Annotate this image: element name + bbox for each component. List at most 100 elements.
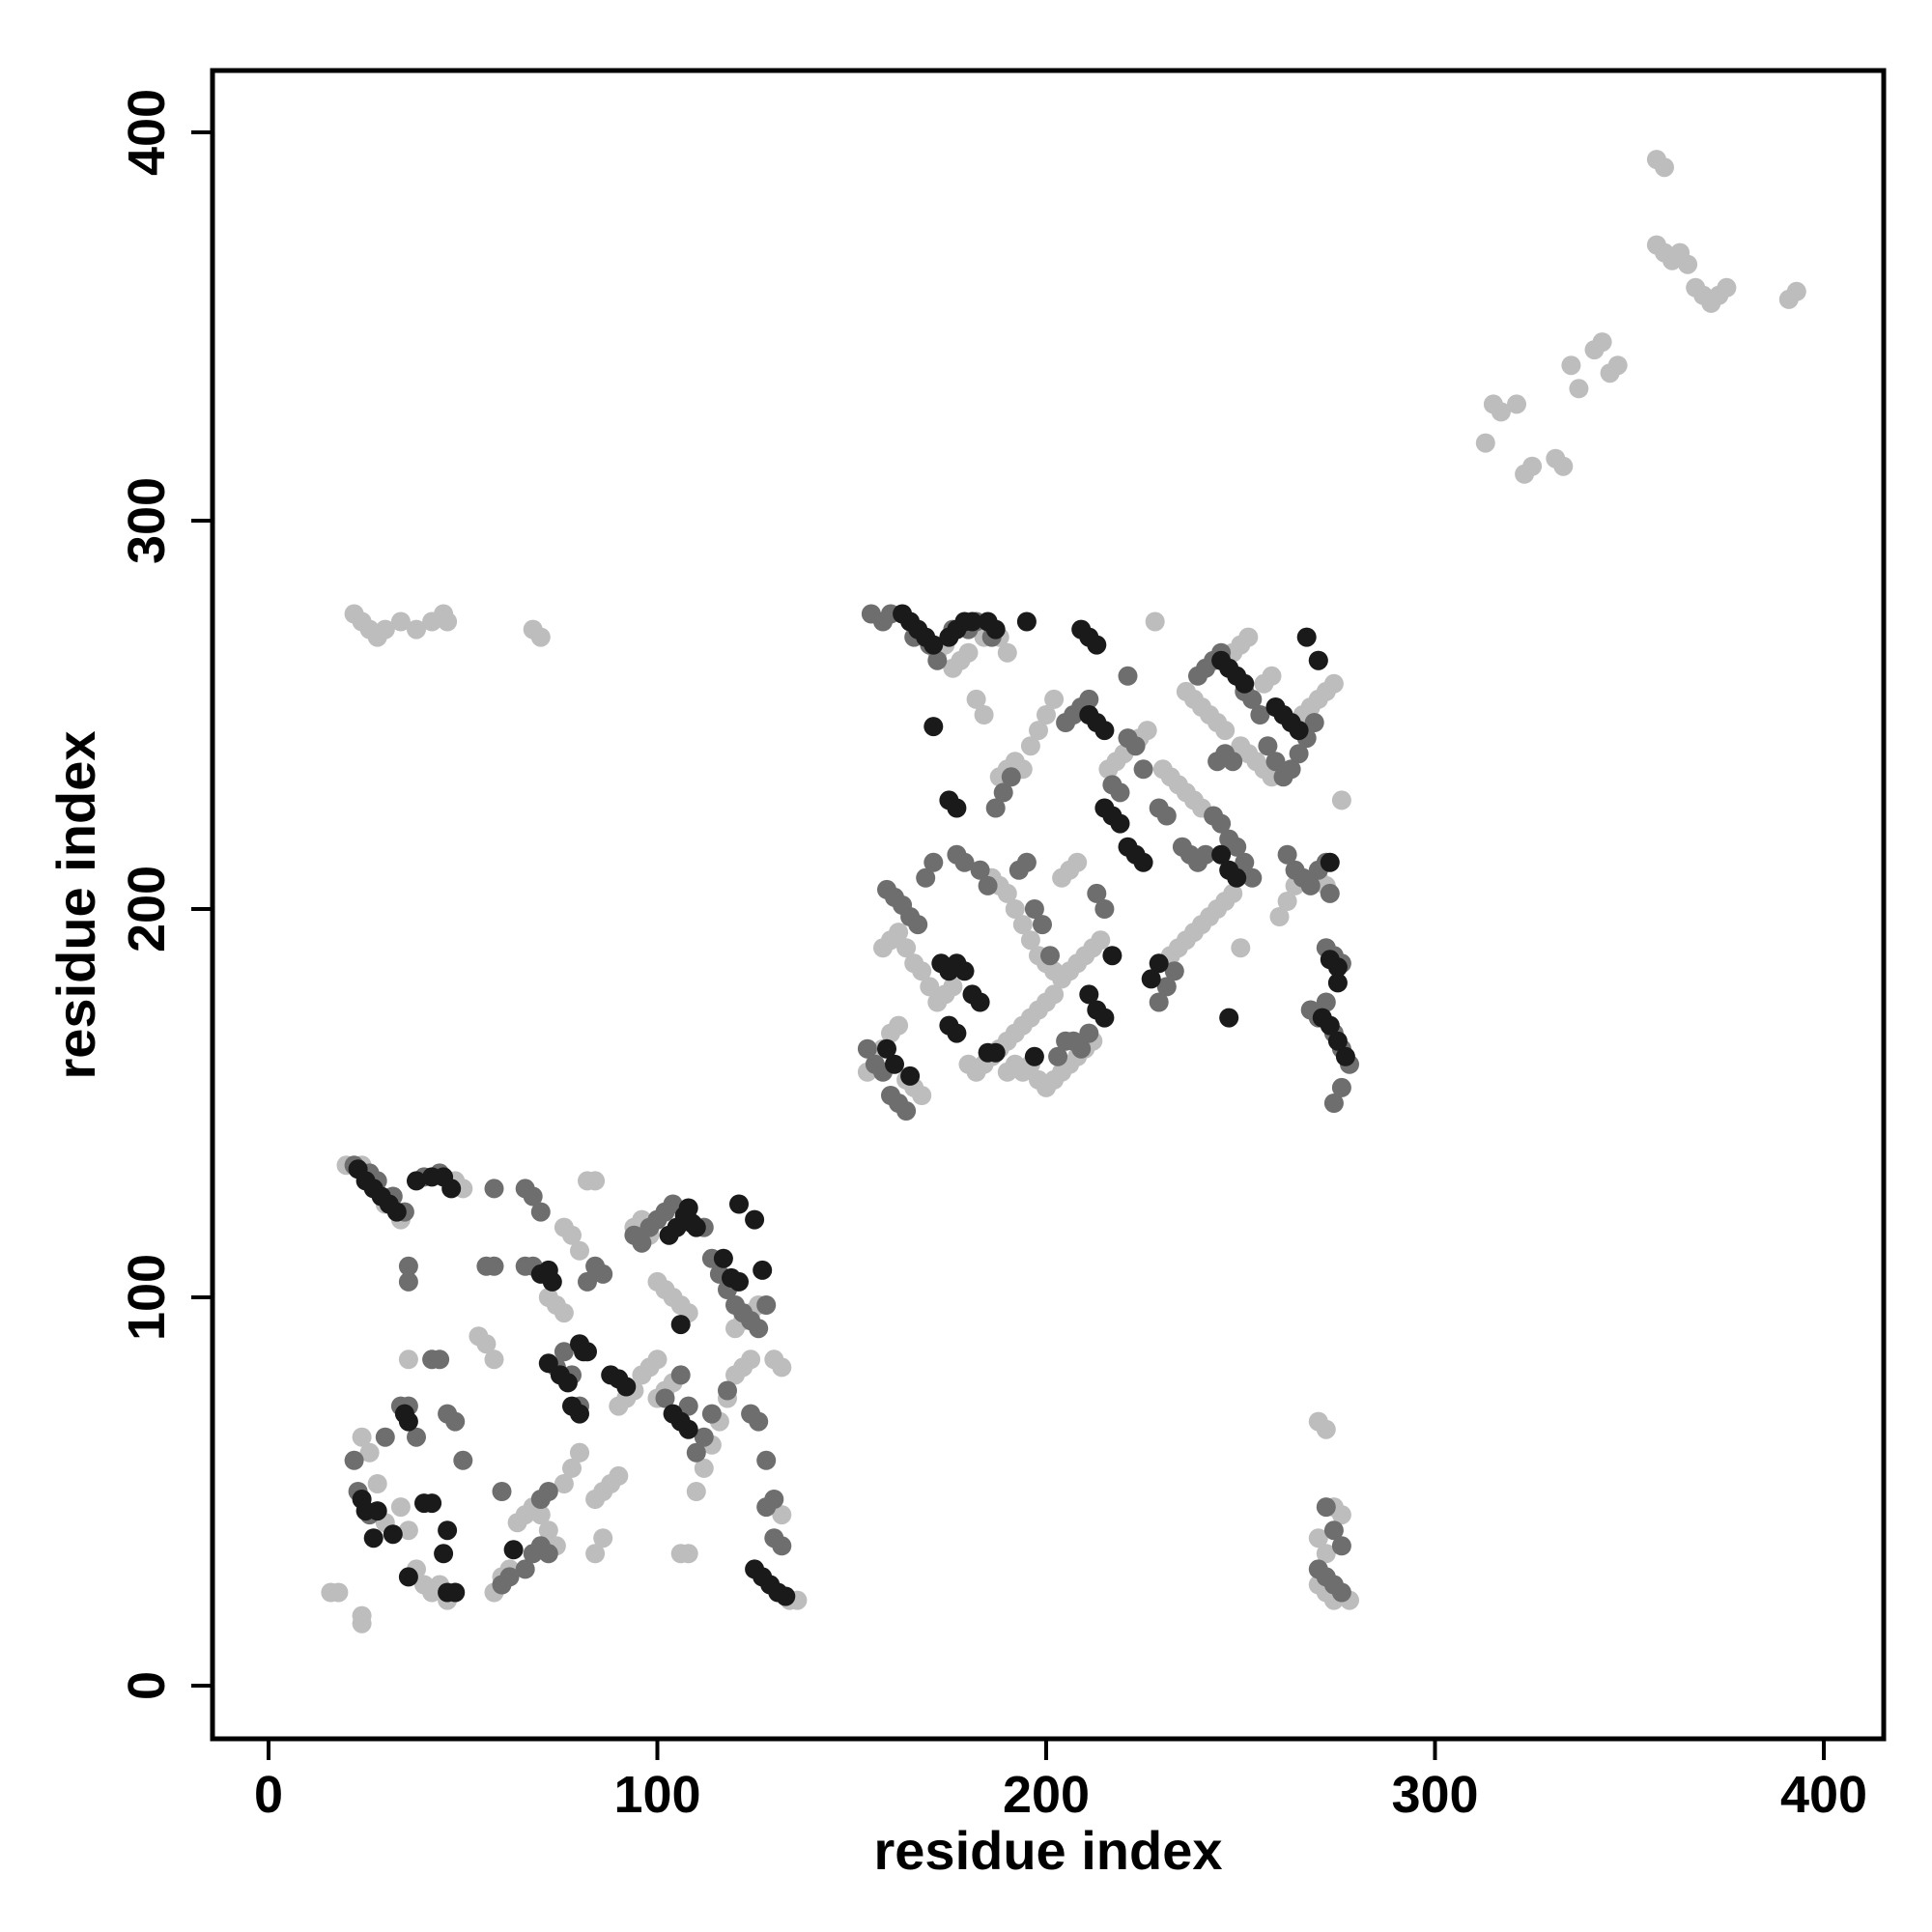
contact-point	[916, 867, 936, 888]
contact-point	[1655, 157, 1674, 178]
contact-point	[1327, 957, 1348, 978]
contact-point	[407, 1427, 426, 1447]
contact-point	[398, 1350, 418, 1370]
contact-point	[885, 1054, 904, 1074]
contact-point	[962, 611, 982, 632]
contact-point	[359, 1442, 380, 1463]
contact-point	[383, 1524, 403, 1545]
contact-point	[1048, 1046, 1068, 1066]
contact-point	[1149, 953, 1169, 974]
contact-point	[328, 1582, 349, 1603]
contact-point	[1592, 332, 1612, 353]
contact-point	[578, 1271, 597, 1292]
contact-point	[375, 1427, 395, 1447]
contact-point	[1331, 1582, 1351, 1603]
contact-point	[985, 619, 1006, 639]
contact-point	[1227, 837, 1247, 857]
contact-point	[1277, 844, 1297, 865]
contact-point	[1308, 1528, 1328, 1548]
contact-point	[1323, 1520, 1344, 1541]
contact-point	[1012, 915, 1033, 935]
contact-point	[1316, 992, 1336, 1012]
contact-point	[729, 1194, 749, 1214]
y-tick-label: 100	[118, 1254, 176, 1341]
contact-point	[609, 1465, 629, 1486]
contact-point	[1044, 984, 1065, 1005]
contact-point	[1331, 1505, 1351, 1525]
contact-point	[670, 1315, 691, 1335]
contact-point	[1079, 1023, 1099, 1043]
contact-point	[896, 938, 917, 958]
contact-point	[1091, 930, 1111, 951]
data-points	[321, 150, 1806, 1634]
contact-point	[772, 1357, 792, 1378]
contact-point	[923, 635, 944, 655]
contact-point	[764, 1490, 784, 1509]
contact-point	[398, 1256, 418, 1276]
contact-point	[920, 977, 940, 997]
contact-point	[923, 852, 944, 872]
contact-point	[390, 1497, 411, 1518]
contact-point	[729, 1271, 749, 1292]
contact-point	[484, 1179, 504, 1199]
contact-point	[1133, 759, 1153, 780]
contact-point	[857, 1038, 877, 1059]
contact-point	[1102, 946, 1122, 966]
contact-point	[1044, 689, 1065, 709]
contact-point	[367, 1474, 387, 1493]
y-tick-label: 400	[118, 89, 176, 176]
contact-point	[1156, 806, 1177, 826]
contact-point	[900, 1065, 921, 1086]
contact-point	[562, 1458, 582, 1478]
contact-point	[554, 1342, 574, 1362]
contact-point	[749, 1319, 769, 1339]
contact-point	[422, 1493, 442, 1514]
contact-point	[1553, 456, 1574, 476]
contact-point	[1020, 930, 1040, 951]
contact-point	[476, 1334, 497, 1354]
contact-point	[943, 977, 963, 997]
contact-point	[954, 852, 975, 872]
contact-point	[1277, 892, 1297, 911]
contact-point	[1125, 736, 1146, 756]
contact-point	[686, 1217, 706, 1237]
contact-point	[407, 1171, 426, 1191]
contact-point	[407, 619, 426, 639]
contact-point	[1016, 611, 1037, 632]
contact-point	[1208, 752, 1228, 772]
contact-point	[1037, 705, 1056, 724]
contact-point	[1475, 433, 1495, 453]
x-tick-label: 300	[1391, 1766, 1478, 1824]
contact-point	[1786, 281, 1806, 301]
contact-point	[670, 1365, 691, 1385]
contact-point	[776, 1586, 796, 1606]
contact-point	[647, 1350, 668, 1370]
contact-point	[1522, 456, 1543, 476]
contact-point	[344, 1450, 364, 1470]
contact-point	[1717, 277, 1737, 298]
contact-point	[678, 1419, 698, 1439]
contact-point	[1196, 844, 1215, 865]
contact-point	[745, 1209, 765, 1230]
contact-point	[538, 1544, 558, 1564]
contact-point	[1327, 973, 1348, 993]
contact-point	[557, 1373, 578, 1393]
contact-point	[554, 1474, 574, 1493]
contact-point	[997, 883, 1017, 903]
contact-point	[1316, 1544, 1336, 1564]
contact-point	[538, 1482, 558, 1501]
contact-point	[1141, 969, 1161, 989]
contact-point	[1223, 883, 1243, 903]
contact-point	[570, 1404, 589, 1424]
contact-point	[954, 961, 975, 981]
x-tick-label: 400	[1780, 1766, 1867, 1824]
y-tick-label: 300	[118, 477, 176, 564]
contact-point	[1020, 736, 1040, 756]
contact-point	[1323, 1094, 1344, 1113]
contact-point	[352, 1427, 372, 1447]
contact-point	[1219, 1008, 1239, 1028]
contact-point	[912, 961, 932, 981]
contact-point	[570, 1240, 589, 1261]
contact-point	[398, 1271, 418, 1292]
